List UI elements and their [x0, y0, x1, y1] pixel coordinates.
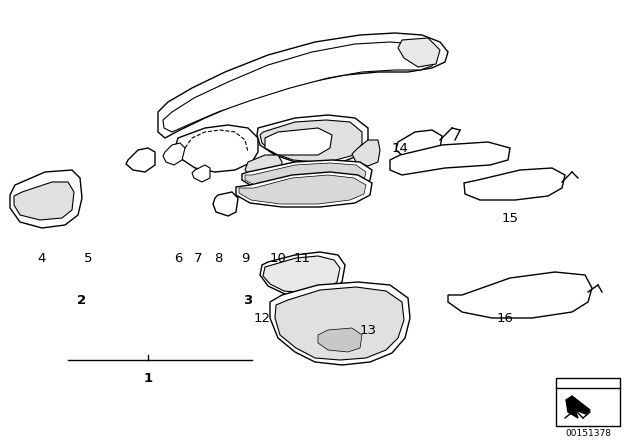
Polygon shape	[163, 42, 435, 132]
Text: 16: 16	[497, 311, 513, 324]
Text: 10: 10	[269, 251, 287, 264]
Polygon shape	[236, 172, 372, 207]
Text: 6: 6	[174, 251, 182, 264]
Text: 9: 9	[241, 251, 249, 264]
Polygon shape	[275, 287, 404, 360]
Text: 15: 15	[502, 211, 518, 224]
Polygon shape	[352, 140, 380, 166]
Polygon shape	[318, 328, 362, 352]
Polygon shape	[464, 168, 565, 200]
Text: 3: 3	[243, 293, 253, 306]
Polygon shape	[260, 120, 362, 162]
Text: 5: 5	[84, 251, 92, 264]
Polygon shape	[566, 396, 590, 418]
Text: 2: 2	[77, 293, 86, 306]
Polygon shape	[126, 148, 155, 172]
Polygon shape	[263, 256, 340, 293]
Polygon shape	[213, 192, 238, 216]
Polygon shape	[242, 160, 372, 192]
Polygon shape	[175, 125, 258, 172]
Polygon shape	[257, 115, 368, 165]
Text: 13: 13	[360, 323, 376, 336]
Text: 7: 7	[194, 251, 202, 264]
Text: 00151378: 00151378	[565, 428, 611, 438]
Polygon shape	[245, 155, 282, 180]
Polygon shape	[396, 130, 442, 162]
Polygon shape	[239, 175, 366, 204]
Polygon shape	[158, 33, 448, 138]
Polygon shape	[265, 128, 332, 155]
Text: 14: 14	[392, 142, 408, 155]
Text: 4: 4	[38, 251, 46, 264]
Polygon shape	[163, 143, 185, 165]
Polygon shape	[14, 182, 74, 220]
Polygon shape	[192, 165, 210, 182]
Text: 12: 12	[253, 311, 271, 324]
Polygon shape	[398, 38, 440, 67]
Polygon shape	[260, 252, 345, 296]
Text: 1: 1	[143, 371, 152, 384]
Text: 11: 11	[294, 251, 310, 264]
Polygon shape	[390, 142, 510, 175]
Polygon shape	[10, 170, 82, 228]
Polygon shape	[448, 272, 592, 318]
Bar	[556, 378, 620, 426]
Polygon shape	[270, 282, 410, 365]
Text: 8: 8	[214, 251, 222, 264]
Polygon shape	[245, 163, 366, 189]
